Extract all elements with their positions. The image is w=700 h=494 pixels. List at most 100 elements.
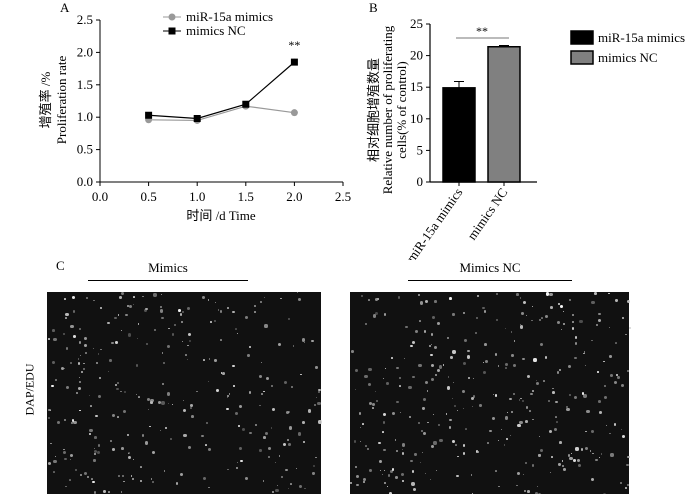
nucleus-dot [506, 412, 509, 414]
nucleus-dot [160, 306, 163, 309]
nucleus-dot [64, 485, 67, 488]
nucleus-dot [162, 362, 165, 365]
nucleus-dot [453, 404, 457, 408]
nucleus-dot [489, 429, 492, 433]
nucleus-dot [282, 442, 287, 447]
nucleus-dot [239, 446, 242, 450]
nucleus-dot [116, 387, 119, 391]
nucleus-dot [78, 341, 81, 344]
nucleus-dot [236, 467, 239, 470]
nucleus-dot [190, 404, 193, 408]
nucleus-dot [144, 441, 149, 445]
micrograph-mimics-nc [350, 292, 631, 494]
significance-marker: ** [476, 24, 488, 38]
nucleus-dot [78, 376, 81, 379]
nucleus-dot [519, 420, 523, 425]
nucleus-dot [72, 310, 75, 313]
nucleus-dot [515, 293, 519, 296]
nucleus-dot [412, 340, 416, 344]
nucleus-dot [539, 342, 543, 346]
nucleus-dot [603, 395, 608, 400]
nucleus-dot [187, 332, 192, 336]
nucleus-dot [244, 315, 248, 319]
nucleus-dot [128, 451, 130, 454]
data-point [290, 58, 298, 66]
nucleus-dot [599, 456, 601, 458]
nucleus-dot [263, 296, 266, 299]
nucleus-dot [374, 312, 378, 316]
nucleus-dot [417, 421, 420, 424]
nucleus-dot [315, 396, 317, 398]
nucleus-dot [210, 320, 212, 323]
nucleus-dot [591, 300, 595, 305]
nucleus-dot [555, 400, 558, 404]
nucleus-dot [591, 452, 594, 455]
nucleus-dot [86, 297, 88, 299]
nucleus-dot [426, 421, 429, 424]
nucleus-dot [396, 401, 399, 404]
nucleus-dot [121, 475, 124, 478]
nucleus-dot [548, 429, 552, 433]
mimics-title: Mimics [88, 260, 248, 281]
y-tick-label: 5 [417, 142, 424, 157]
nucleus-dot [106, 321, 110, 325]
nucleus-dot [622, 316, 625, 319]
nucleus-dot [304, 487, 306, 490]
nucleus-dot [549, 293, 553, 297]
nucleus-dot [457, 409, 459, 411]
nucleus-dot [83, 344, 87, 348]
nucleus-dot [540, 449, 544, 453]
nucleus-dot [132, 304, 135, 306]
nucleus-dot [378, 441, 381, 445]
data-point [193, 114, 201, 122]
nucleus-dot [275, 488, 279, 493]
nucleus-dot [584, 364, 586, 366]
nucleus-dot [445, 413, 448, 415]
nucleus-dot [48, 408, 52, 412]
nucleus-dot [93, 452, 96, 455]
panel-c-label: C [56, 258, 65, 273]
nucleus-dot [431, 444, 435, 449]
nucleus-dot [254, 423, 257, 426]
nucleus-dot [520, 397, 522, 400]
nucleus-dot [569, 456, 573, 460]
y-tick-label: 0 [417, 174, 424, 189]
nucleus-dot [300, 373, 302, 375]
nucleus-dot [467, 376, 470, 379]
nucleus-dot [160, 293, 162, 295]
nucleus-dot [98, 353, 100, 355]
nucleus-dot [590, 478, 594, 482]
nucleus-dot [288, 318, 290, 320]
nucleus-dot [539, 435, 541, 437]
nucleus-dot [125, 313, 128, 317]
nucleus-dot [389, 469, 393, 473]
nucleus-dot [310, 339, 314, 343]
nucleus-dot [536, 485, 539, 488]
nucleus-dot [583, 353, 585, 355]
nucleus-dot [522, 358, 525, 361]
nucleus-dot [360, 294, 364, 298]
nucleus-dot [114, 340, 119, 344]
nucleus-dot [146, 398, 150, 402]
nucleus-dot [157, 400, 161, 404]
nucleus-dot [133, 296, 135, 298]
nucleus-dot [121, 446, 124, 450]
nucleus-dot [402, 479, 405, 482]
nucleus-dot [108, 359, 112, 362]
y-axis-label-cn: 增殖率 /% [38, 71, 53, 128]
nucleus-dot [92, 480, 95, 484]
nucleus-dot [265, 376, 269, 380]
nucleus-dot [100, 348, 102, 351]
y-axis-label: Proliferation rate [54, 56, 69, 145]
y-axis-label: Relative number of proliferating [380, 25, 395, 194]
nucleus-dot [120, 491, 123, 493]
nucleus-dot [62, 332, 66, 335]
nucleus-dot [391, 468, 395, 471]
nucleus-dot [531, 389, 535, 393]
nucleus-dot [543, 380, 546, 383]
nucleus-dot [301, 338, 306, 342]
nucleus-dot [207, 299, 209, 301]
nucleus-dot [52, 471, 55, 473]
nucleus-dot [111, 413, 115, 417]
nucleus-dot [574, 336, 578, 339]
